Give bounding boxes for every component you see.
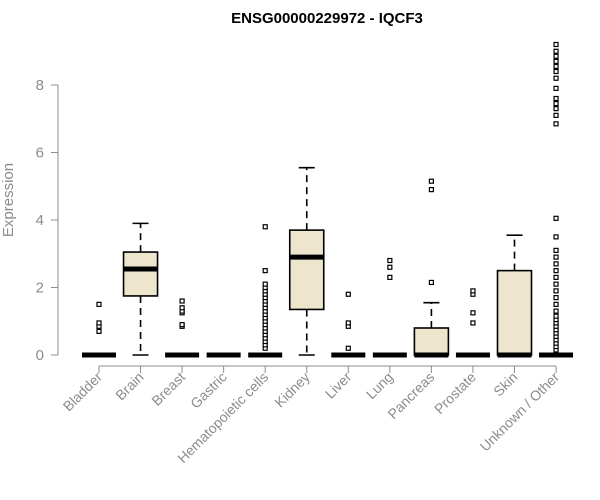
box-unknown-other [539, 41, 574, 358]
outlier-point [96, 301, 102, 307]
box-bladder [82, 301, 116, 358]
x-tick-label: Kidney [271, 369, 313, 411]
box-kidney [288, 166, 325, 356]
outlier-point [553, 121, 559, 127]
outlier-point [470, 288, 476, 294]
boxes [82, 41, 574, 358]
y-tick-label: 0 [36, 347, 44, 364]
outlier-point [553, 85, 559, 91]
box-rect [413, 327, 450, 356]
x-tick-label: Skin [490, 369, 521, 400]
outlier-point [553, 281, 559, 287]
x-tick-label: Lung [363, 369, 396, 402]
outlier-point [553, 75, 559, 81]
x-tick-label: Liver [322, 369, 355, 402]
box-brain [122, 222, 159, 356]
outlier-point [387, 274, 393, 280]
outlier-point [387, 264, 393, 270]
outlier-point [262, 281, 268, 287]
box-breast [165, 298, 200, 358]
outlier-point [553, 100, 559, 107]
outlier-point [553, 247, 559, 253]
box-rect [122, 251, 159, 297]
box-lung [372, 257, 407, 358]
outlier-point [387, 257, 393, 264]
outlier-point [553, 63, 559, 70]
outlier-point [179, 322, 185, 328]
outlier-point [553, 106, 559, 112]
outlier-point [553, 41, 559, 48]
outlier-point [470, 320, 476, 326]
outlier-point [96, 328, 102, 334]
box-hematopoietic-cells [248, 224, 283, 358]
box-rect [288, 229, 325, 311]
outlier-point [553, 234, 559, 240]
outlier-point [553, 48, 559, 54]
outlier-point [345, 291, 351, 297]
outlier-point [553, 215, 559, 221]
chart-title: ENSG00000229972 - IQCF3 [231, 10, 423, 27]
outlier-point [428, 178, 434, 184]
outlier-point [345, 345, 351, 351]
outlier-point [553, 288, 559, 294]
y-tick-label: 8 [36, 77, 44, 94]
y-axis-label: Expression [0, 163, 17, 237]
outlier-point [179, 298, 185, 304]
x-tick-label: Unknown / Other [477, 369, 563, 455]
outlier-point [553, 295, 559, 301]
box-liver [331, 291, 366, 358]
outlier-point [553, 112, 559, 118]
outlier-point [553, 261, 559, 267]
box-skin [496, 234, 533, 358]
outlier-point [428, 187, 434, 193]
outlier-point [553, 313, 559, 319]
box-prostate [455, 288, 490, 358]
outlier-point [470, 310, 476, 316]
outlier-point [262, 268, 268, 274]
y-tick-label: 4 [36, 212, 44, 229]
outlier-point [553, 53, 559, 59]
outlier-point [553, 254, 559, 260]
box-rect [496, 269, 533, 356]
x-tick-label: Prostate [431, 369, 479, 417]
outlier-point [553, 58, 559, 64]
x-tick-label: Bladder [60, 369, 106, 415]
outlier-point [96, 320, 102, 326]
outlier-point [262, 224, 268, 230]
box-pancreas [413, 178, 450, 358]
outlier-point [553, 95, 559, 102]
outlier-point [553, 308, 559, 314]
outlier-point [553, 268, 559, 274]
outlier-point [553, 68, 559, 75]
outlier-point [553, 274, 559, 280]
x-tick-label: Brain [112, 369, 146, 403]
x-tick-label: Breast [148, 369, 188, 409]
outlier-point [428, 279, 434, 286]
y-tick-label: 2 [36, 280, 44, 297]
outlier-point [179, 305, 185, 311]
outlier-point [345, 320, 351, 326]
outlier-point [553, 301, 559, 307]
y-tick-label: 6 [36, 145, 44, 162]
